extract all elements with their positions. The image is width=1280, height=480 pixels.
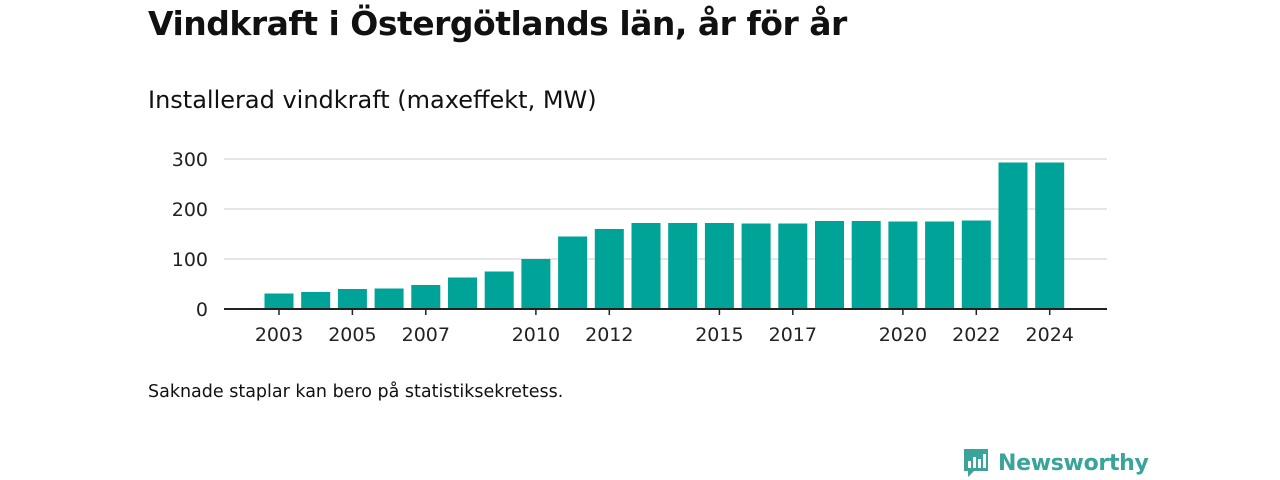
newsworthy-logo-icon: [964, 449, 988, 477]
bar: [594, 229, 624, 309]
bar: [925, 221, 955, 309]
bar: [961, 220, 991, 309]
y-tick-label: 300: [172, 149, 208, 171]
bar: [521, 259, 551, 309]
tick-labels: 0 100 200 300 2003 2005 2007 2010 2012 2015 2017 20…: [172, 149, 1074, 346]
bar-chart: 0 100 200 300 2003 2005 2007 2010 2012 2015 2017 20…: [172, 149, 1107, 346]
bar: [631, 223, 661, 309]
bar: [558, 236, 588, 309]
chart-subtitle: Installerad vindkraft (maxeffekt, MW): [148, 86, 597, 114]
bar: [337, 289, 367, 309]
bar: [448, 277, 477, 309]
x-tick-label: 2015: [695, 324, 743, 346]
y-tick-label: 100: [172, 249, 208, 271]
footnote: Saknade staplar kan bero på statistiksek…: [148, 382, 564, 402]
bar: [815, 221, 844, 309]
x-tick-label: 2010: [512, 324, 560, 346]
bar: [264, 293, 294, 309]
x-tick-label: 2024: [1026, 324, 1074, 346]
bar: [851, 221, 881, 309]
x-tick-label: 2017: [769, 324, 817, 346]
bar: [301, 292, 331, 309]
x-tick-label: 2005: [328, 324, 376, 346]
x-axis: [224, 308, 1107, 315]
y-tick-label: 200: [172, 199, 208, 221]
brand-name: Newsworthy: [998, 450, 1149, 476]
bar: [998, 162, 1028, 309]
bar: [704, 223, 734, 309]
y-tick-label: 0: [196, 299, 208, 321]
bar: [1035, 162, 1065, 309]
x-tick-label: 2020: [879, 324, 927, 346]
bar: [668, 223, 698, 309]
x-tick-label: 2007: [402, 324, 450, 346]
bars: [264, 162, 1065, 309]
x-tick-label: 2022: [952, 324, 1000, 346]
bar: [741, 223, 771, 309]
bar: [374, 288, 404, 309]
x-tick-label: 2012: [585, 324, 633, 346]
x-tick-label: 2003: [255, 324, 303, 346]
gridlines: [224, 158, 1107, 260]
chart-title: Vindkraft i Östergötlands län, år för år: [148, 4, 847, 43]
bar: [484, 271, 514, 309]
bar: [778, 223, 808, 309]
bar: [411, 285, 441, 309]
bar: [888, 221, 918, 309]
brand-logo: Newsworthy: [962, 447, 1149, 479]
